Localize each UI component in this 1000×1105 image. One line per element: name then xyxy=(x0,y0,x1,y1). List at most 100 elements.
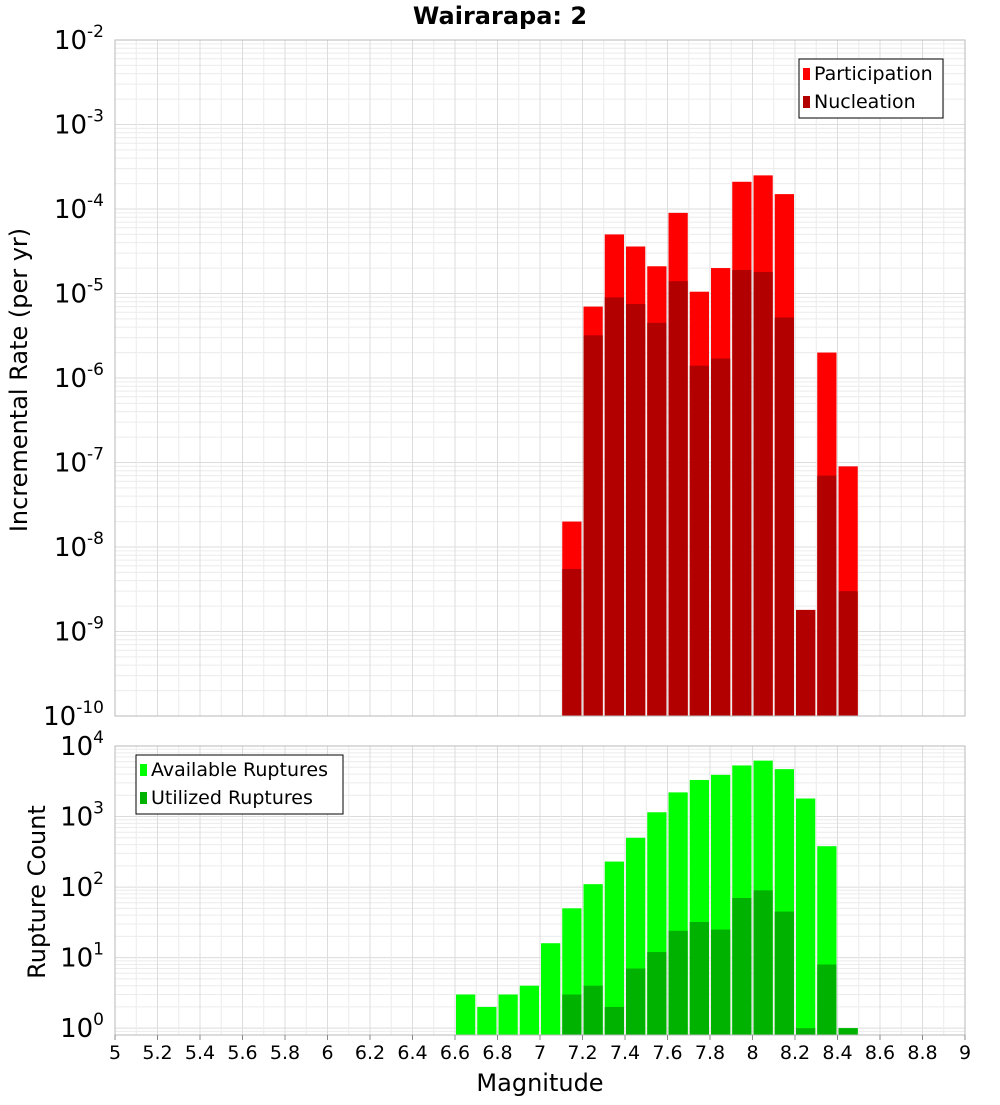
legend-label: Available Ruptures xyxy=(151,759,328,781)
bar xyxy=(456,994,476,1035)
x-tick-label: 6.6 xyxy=(440,1042,470,1064)
bar xyxy=(689,365,709,716)
y-tick-base: 10 xyxy=(43,702,76,732)
y-tick-exponent: -9 xyxy=(87,614,104,634)
x-tick-label: 7 xyxy=(534,1042,546,1064)
x-tick-label: 7.6 xyxy=(652,1042,682,1064)
grid xyxy=(114,39,966,717)
legend-label: Nucleation xyxy=(814,91,916,113)
x-tick-label: 6.4 xyxy=(397,1042,427,1064)
x-tick-label: 8 xyxy=(746,1042,758,1064)
y-tick-exponent: -2 xyxy=(87,22,104,42)
bar xyxy=(604,861,624,1035)
bar xyxy=(519,985,539,1035)
bar xyxy=(647,322,667,716)
x-tick-label: 6.2 xyxy=(355,1042,385,1064)
x-tick-label: 8.8 xyxy=(907,1042,937,1064)
legend: Participation Nucleation xyxy=(798,58,944,119)
bar xyxy=(753,271,773,716)
y-tick-base: 10 xyxy=(60,944,93,974)
y-tick-exponent: -10 xyxy=(76,698,104,718)
y-tick-base: 10 xyxy=(60,873,93,903)
series-nucleation xyxy=(562,269,858,716)
y-tick-base: 10 xyxy=(60,803,93,833)
bar xyxy=(817,964,837,1035)
x-tick-label: 8.6 xyxy=(865,1042,895,1064)
legend-label: Participation xyxy=(814,63,933,85)
y-tick-base: 10 xyxy=(54,449,87,479)
y-tick-exponent: -5 xyxy=(87,276,104,296)
y-tick-label: 10-9 xyxy=(54,614,104,648)
legend-box xyxy=(798,58,944,119)
top-y-axis-label: Incremental Rate (per yr) xyxy=(5,228,33,532)
bar xyxy=(668,281,688,716)
y-tick-exponent: -6 xyxy=(87,360,104,380)
y-tick-base: 10 xyxy=(54,111,87,141)
x-tick-label: 7.2 xyxy=(567,1042,597,1064)
x-tick-label: 5.4 xyxy=(185,1042,215,1064)
y-tick-exponent: 3 xyxy=(93,799,104,819)
x-tick-label: 5.8 xyxy=(270,1042,300,1064)
bar xyxy=(689,921,709,1035)
y-tick-label: 10-5 xyxy=(54,276,104,310)
series-utilized-ruptures xyxy=(562,890,858,1035)
y-tick-base: 10 xyxy=(54,280,87,310)
bar xyxy=(647,952,667,1035)
legend-swatch xyxy=(803,68,810,80)
y-tick-label: 10-7 xyxy=(54,445,104,479)
legend: Available Ruptures Utilized Ruptures xyxy=(135,754,344,815)
bar xyxy=(604,297,624,716)
y-tick-label: 10-2 xyxy=(54,22,104,56)
y-tick-base: 10 xyxy=(54,364,87,394)
y-tick-label: 101 xyxy=(60,940,104,974)
y-tick-label: 104 xyxy=(60,728,104,762)
x-tick-label: 5.2 xyxy=(142,1042,172,1064)
y-tick-base: 10 xyxy=(54,195,87,225)
bar xyxy=(562,994,582,1035)
bar xyxy=(796,798,816,1035)
bar xyxy=(774,317,794,716)
y-tick-exponent: -7 xyxy=(87,445,104,465)
x-tick-label: 9 xyxy=(959,1042,971,1064)
bar xyxy=(711,358,731,716)
y-tick-label: 10-10 xyxy=(43,698,104,732)
y-tick-label: 100 xyxy=(60,1010,104,1044)
x-tick-label: 5.6 xyxy=(227,1042,257,1064)
legend-swatch xyxy=(803,96,810,108)
x-tick-label: 7.8 xyxy=(695,1042,725,1064)
y-tick-base: 10 xyxy=(54,618,87,648)
bar xyxy=(753,890,773,1035)
y-tick-exponent: -8 xyxy=(87,529,104,549)
bar xyxy=(838,1028,858,1035)
bar xyxy=(562,568,582,716)
x-tick-label: 8.4 xyxy=(822,1042,852,1064)
y-tick-base: 10 xyxy=(60,1014,93,1044)
chart-title: Wairarapa: 2 xyxy=(413,2,587,30)
y-tick-label: 10-6 xyxy=(54,360,104,394)
bar xyxy=(541,943,561,1035)
bar xyxy=(604,1006,624,1035)
y-tick-exponent: 1 xyxy=(93,940,104,960)
y-tick-label: 10-4 xyxy=(54,191,104,225)
bar xyxy=(796,1028,816,1035)
bar xyxy=(732,269,752,716)
plot-frame xyxy=(114,39,966,717)
bar xyxy=(711,929,731,1035)
top-panel: 10-1010-910-810-710-610-510-410-310-2Par… xyxy=(43,22,966,732)
legend-box xyxy=(135,754,344,815)
x-tick-label: 8.2 xyxy=(780,1042,810,1064)
bar xyxy=(774,911,794,1035)
x-tick-label: 7.4 xyxy=(610,1042,640,1064)
x-tick-label: 6.8 xyxy=(482,1042,512,1064)
y-tick-exponent: 2 xyxy=(93,869,104,889)
bar xyxy=(668,930,688,1035)
y-tick-exponent: -3 xyxy=(87,107,104,127)
x-tick-labels: 5 5.2 5.4 5.6 5.8 6 6.2 6.4 6.6 6.8 7 7.2 7.4 7.6 7.8 8… xyxy=(109,1035,971,1064)
y-tick-label: 10-3 xyxy=(54,107,104,141)
x-tick-label: 6 xyxy=(321,1042,333,1064)
bar xyxy=(583,985,603,1035)
bar xyxy=(583,335,603,716)
